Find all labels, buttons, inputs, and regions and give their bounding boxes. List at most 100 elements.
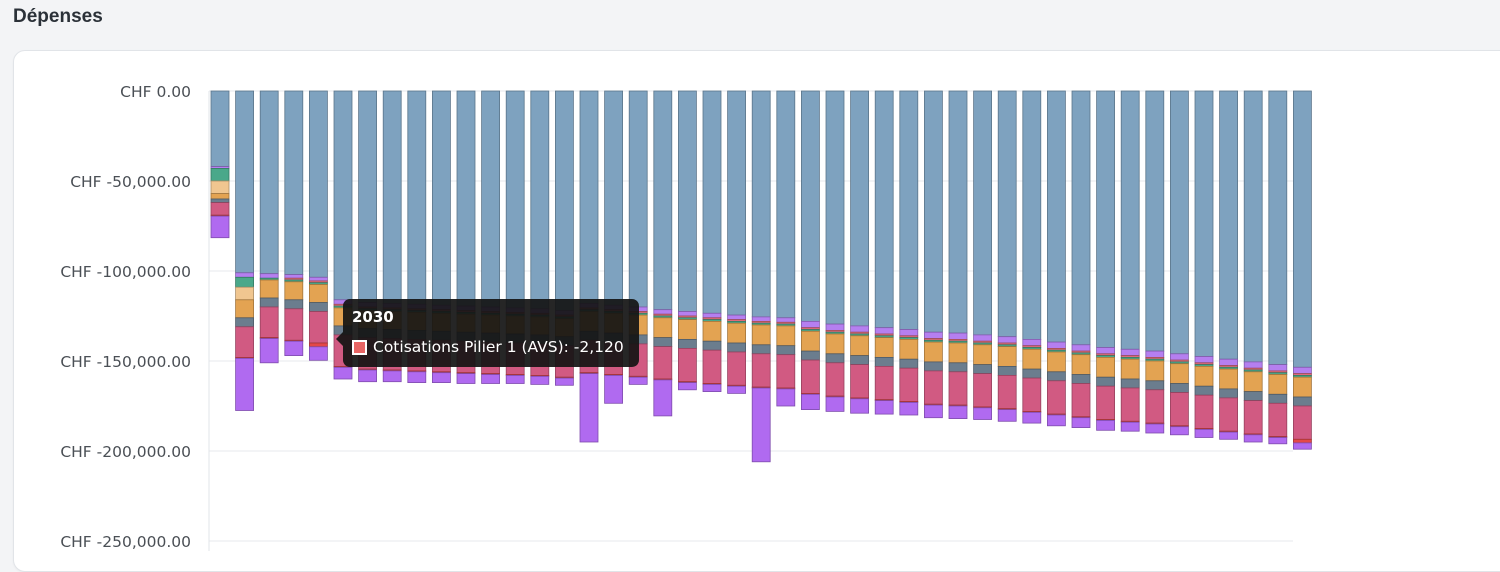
- bar-stack[interactable]: [1120, 90, 1140, 432]
- bar-stack[interactable]: [1170, 90, 1189, 436]
- bar-segment[interactable]: [1120, 378, 1140, 389]
- bar-segment[interactable]: [899, 401, 919, 416]
- bar-segment[interactable]: [997, 409, 1017, 422]
- bar-segment[interactable]: [382, 370, 402, 383]
- bar-segment[interactable]: [751, 316, 771, 322]
- bar-segment[interactable]: [358, 90, 378, 303]
- bar-segment[interactable]: [1071, 354, 1091, 375]
- bar-segment[interactable]: [210, 215, 230, 239]
- bar-stack[interactable]: [259, 90, 279, 364]
- bar-stack[interactable]: [751, 90, 771, 463]
- bar-segment[interactable]: [1096, 419, 1115, 431]
- bar-segment[interactable]: [1268, 90, 1288, 366]
- bar-segment[interactable]: [702, 320, 722, 342]
- bar-segment[interactable]: [210, 180, 230, 195]
- bar-segment[interactable]: [1194, 365, 1214, 387]
- bar-segment[interactable]: [1293, 442, 1312, 450]
- bar-segment[interactable]: [284, 340, 304, 357]
- bar-segment[interactable]: [702, 340, 722, 351]
- bar-segment[interactable]: [948, 371, 968, 406]
- bar-segment[interactable]: [481, 90, 501, 308]
- bar-segment[interactable]: [948, 342, 968, 364]
- bar-stack[interactable]: [1194, 90, 1214, 438]
- bar-segment[interactable]: [1096, 356, 1115, 378]
- bar-segment[interactable]: [407, 90, 427, 305]
- bar-segment[interactable]: [702, 312, 722, 319]
- bar-stack[interactable]: [1071, 90, 1091, 429]
- bar-segment[interactable]: [1096, 385, 1115, 420]
- bar-segment[interactable]: [210, 202, 230, 216]
- bar-stack[interactable]: [825, 90, 845, 412]
- bar-segment[interactable]: [727, 351, 746, 386]
- bar-segment[interactable]: [235, 317, 255, 328]
- bar-segment[interactable]: [604, 90, 623, 306]
- bar-segment[interactable]: [874, 327, 894, 335]
- bar-segment[interactable]: [1047, 371, 1066, 382]
- bar-segment[interactable]: [727, 90, 746, 316]
- bar-segment[interactable]: [579, 90, 599, 304]
- bar-segment[interactable]: [1047, 414, 1066, 427]
- bar-segment[interactable]: [1243, 371, 1263, 392]
- bar-stack[interactable]: [1145, 90, 1165, 434]
- bar-segment[interactable]: [1096, 347, 1115, 355]
- bar-segment[interactable]: [850, 364, 869, 399]
- bar-segment[interactable]: [899, 367, 919, 402]
- bar-segment[interactable]: [1243, 400, 1263, 435]
- bar-stack[interactable]: [579, 90, 599, 443]
- bar-segment[interactable]: [924, 341, 943, 363]
- bar-segment[interactable]: [210, 193, 230, 200]
- bar-segment[interactable]: [751, 344, 771, 355]
- bar-segment[interactable]: [1145, 380, 1165, 391]
- bar-segment[interactable]: [1219, 431, 1238, 440]
- bar-segment[interactable]: [1022, 411, 1042, 424]
- bar-segment[interactable]: [284, 308, 304, 341]
- bar-segment[interactable]: [653, 346, 673, 380]
- bar-segment[interactable]: [1293, 438, 1312, 444]
- bar-segment[interactable]: [284, 274, 304, 279]
- bar-segment[interactable]: [1170, 90, 1189, 355]
- bar-segment[interactable]: [973, 334, 992, 342]
- bar-stack[interactable]: [874, 90, 894, 415]
- bar-segment[interactable]: [530, 375, 550, 385]
- bar-segment[interactable]: [874, 400, 894, 415]
- bar-segment[interactable]: [997, 365, 1017, 376]
- bar-segment[interactable]: [1293, 90, 1312, 368]
- bar-stack[interactable]: [997, 90, 1017, 422]
- bar-segment[interactable]: [924, 90, 943, 333]
- bar-segment[interactable]: [308, 90, 328, 278]
- bar-segment[interactable]: [1170, 353, 1189, 361]
- bar-stack[interactable]: [1219, 90, 1238, 440]
- bar-segment[interactable]: [1293, 366, 1312, 374]
- bar-segment[interactable]: [899, 329, 919, 337]
- bar-segment[interactable]: [825, 323, 845, 331]
- bar-stack[interactable]: [1293, 90, 1312, 450]
- bar-segment[interactable]: [973, 90, 992, 336]
- bar-stack[interactable]: [948, 90, 968, 420]
- bar-segment[interactable]: [308, 284, 328, 303]
- bar-segment[interactable]: [850, 355, 869, 366]
- bar-segment[interactable]: [924, 331, 943, 339]
- bar-stack[interactable]: [1243, 90, 1263, 443]
- bar-segment[interactable]: [948, 90, 968, 334]
- bar-segment[interactable]: [825, 90, 845, 325]
- bar-segment[interactable]: [505, 90, 525, 309]
- bar-segment[interactable]: [727, 322, 746, 344]
- expenses-bar-chart[interactable]: CHF 0.00 CHF -50,000.00 CHF -100,000.00 CHF…: [14, 51, 1500, 559]
- bar-segment[interactable]: [259, 297, 279, 308]
- bar-segment[interactable]: [751, 353, 771, 388]
- bar-stack[interactable]: [235, 90, 255, 411]
- bar-segment[interactable]: [1096, 90, 1115, 348]
- bar-segment[interactable]: [1071, 90, 1091, 346]
- bar-segment[interactable]: [874, 337, 894, 358]
- bar-segment[interactable]: [1022, 338, 1042, 347]
- bar-segment[interactable]: [1170, 363, 1189, 384]
- bar-segment[interactable]: [284, 299, 304, 310]
- bar-segment[interactable]: [776, 345, 796, 356]
- bar-segment[interactable]: [1120, 348, 1140, 356]
- bar-segment[interactable]: [1022, 368, 1042, 379]
- bar-segment[interactable]: [628, 90, 648, 308]
- bar-segment[interactable]: [1071, 344, 1091, 352]
- bar-segment[interactable]: [702, 383, 722, 392]
- bar-segment[interactable]: [1071, 417, 1091, 429]
- bar-segment[interactable]: [1268, 364, 1288, 372]
